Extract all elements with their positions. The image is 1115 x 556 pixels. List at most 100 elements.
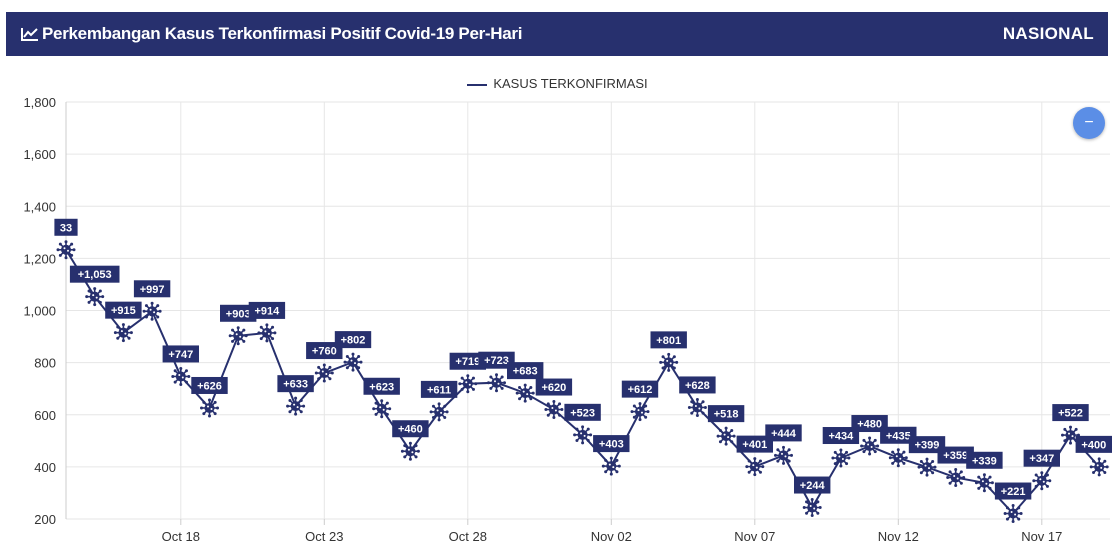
virus-marker-icon[interactable] (630, 402, 650, 422)
virus-marker-icon[interactable] (400, 441, 420, 461)
data-label-box (420, 380, 458, 398)
data-label: +626 (197, 380, 222, 392)
y-tick-label: 1,800 (23, 95, 56, 110)
data-label-box (449, 352, 486, 370)
data-label: +480 (857, 419, 882, 431)
legend-swatch (467, 83, 488, 86)
y-tick-label: 400 (34, 460, 56, 475)
data-label-box (966, 451, 1003, 469)
data-label-box (593, 435, 630, 453)
data-label: +400 (1081, 439, 1106, 451)
data-label: +903 (226, 308, 251, 320)
virus-marker-icon[interactable] (802, 498, 822, 518)
chart-header: Perkembangan Kasus Terkonfirmasi Positif… (6, 12, 1108, 56)
data-label-box (564, 403, 601, 421)
y-tick-label: 600 (34, 408, 56, 423)
virus-marker-icon[interactable] (314, 363, 334, 383)
virus-marker-icon[interactable] (343, 352, 363, 372)
data-label-box (621, 380, 659, 398)
virus-marker-icon[interactable] (917, 457, 937, 477)
virus-marker-icon[interactable] (1089, 457, 1109, 477)
data-label-box (1052, 404, 1089, 422)
data-label: +403 (599, 439, 624, 451)
data-label: +359 (943, 450, 968, 462)
virus-marker-icon[interactable] (429, 402, 449, 422)
chart-legend[interactable]: KASUS TERKONFIRMASI (0, 76, 1115, 91)
virus-marker-icon[interactable] (56, 240, 76, 260)
virus-marker-icon[interactable] (1032, 471, 1052, 491)
zoom-out-button[interactable]: − (1073, 107, 1105, 139)
virus-marker-icon[interactable] (286, 396, 306, 416)
virus-marker-icon[interactable] (85, 287, 105, 307)
virus-marker-icon[interactable] (200, 398, 219, 418)
x-tick-label: Oct 18 (162, 529, 200, 544)
data-label-box (994, 482, 1032, 500)
virus-marker-icon[interactable] (1061, 425, 1080, 445)
virus-marker-icon[interactable] (974, 473, 994, 493)
virus-marker-icon[interactable] (372, 399, 392, 419)
y-tick-label: 200 (34, 512, 56, 527)
virus-marker-icon[interactable] (458, 374, 478, 394)
y-tick-label: 1,200 (23, 251, 56, 266)
title-wrap: Perkembangan Kasus Terkonfirmasi Positif… (20, 24, 522, 44)
data-label: +522 (1058, 408, 1083, 420)
data-label-box (1023, 449, 1060, 467)
data-label: +623 (369, 381, 394, 393)
data-label-box (334, 331, 372, 349)
virus-marker-icon[interactable] (687, 397, 707, 417)
x-tick-label: Nov 07 (734, 529, 775, 544)
virus-marker-icon[interactable] (228, 326, 248, 346)
data-label: +399 (915, 440, 940, 452)
virus-marker-icon[interactable] (487, 373, 506, 393)
data-label-box (736, 435, 773, 453)
virus-marker-icon[interactable] (888, 448, 908, 468)
data-label-box (937, 446, 974, 464)
virus-marker-icon[interactable] (142, 301, 162, 321)
data-label-box (191, 376, 228, 394)
virus-marker-icon[interactable] (601, 456, 621, 476)
virus-marker-icon[interactable] (544, 400, 564, 420)
virus-marker-icon[interactable] (1003, 504, 1023, 524)
virus-marker-icon[interactable] (831, 448, 851, 468)
virus-marker-icon[interactable] (171, 366, 191, 386)
data-label: +401 (742, 439, 767, 451)
data-label-box (535, 378, 573, 396)
virus-marker-icon[interactable] (716, 426, 736, 446)
virus-marker-icon[interactable] (860, 436, 880, 456)
virus-marker-icon[interactable] (113, 323, 133, 343)
data-label-box (277, 375, 314, 393)
data-label: +628 (685, 380, 710, 392)
virus-marker-icon[interactable] (745, 457, 765, 477)
virus-marker-icon[interactable] (257, 323, 277, 343)
x-tick-label: Oct 28 (449, 529, 487, 544)
data-label: +747 (168, 349, 193, 361)
data-label-box (248, 301, 286, 319)
virus-marker-icon[interactable] (573, 425, 593, 445)
data-label: +723 (484, 355, 509, 367)
data-label: +444 (771, 428, 797, 440)
data-label-box (133, 280, 171, 298)
data-label: +760 (312, 346, 337, 358)
data-label-box (679, 376, 716, 394)
y-tick-label: 800 (34, 356, 56, 371)
data-label: +1,053 (78, 269, 112, 281)
data-label-box (1075, 435, 1112, 453)
data-label: +719 (455, 356, 480, 368)
data-label-box (220, 304, 257, 322)
data-label: +435 (886, 430, 911, 442)
page-title: Perkembangan Kasus Terkonfirmasi Positif… (42, 24, 523, 43)
y-tick-label: 1,000 (23, 304, 56, 319)
virus-marker-icon[interactable] (515, 383, 535, 403)
virus-marker-icon[interactable] (946, 468, 966, 488)
x-tick-label: Oct 23 (305, 529, 343, 544)
data-label: +620 (542, 382, 567, 394)
data-label-box (794, 476, 831, 494)
data-label: +633 (283, 379, 308, 391)
data-label: +518 (714, 409, 739, 421)
virus-marker-icon[interactable] (774, 445, 793, 465)
virus-marker-icon[interactable] (659, 352, 679, 372)
line-chart-icon (21, 28, 38, 41)
data-label-box (392, 420, 429, 438)
scope-label: NASIONAL (1002, 24, 1094, 43)
data-label-box (105, 301, 142, 319)
